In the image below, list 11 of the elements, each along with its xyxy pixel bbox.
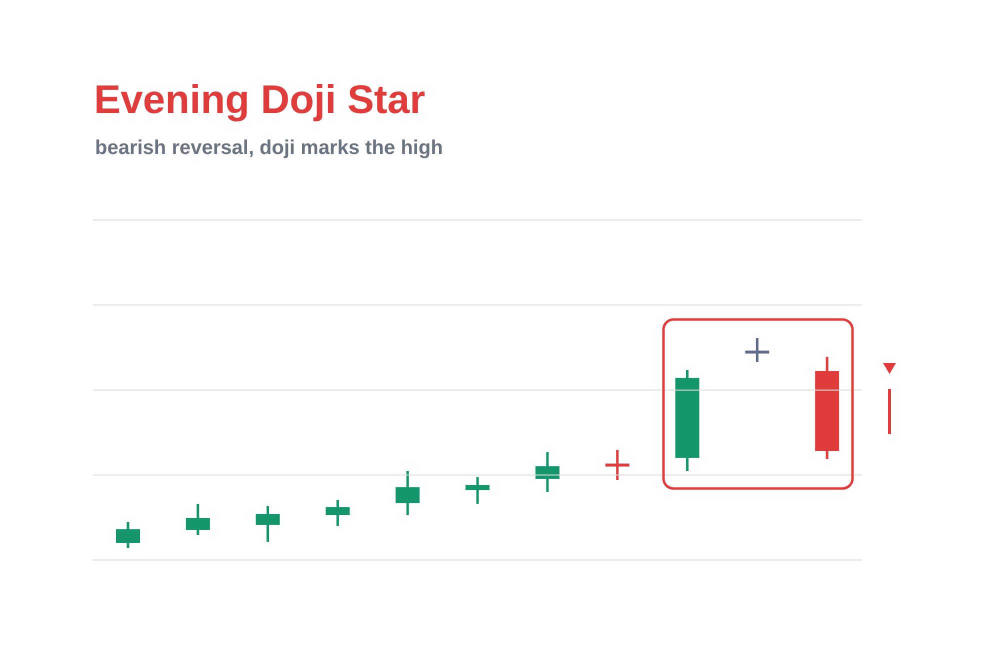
candlestick	[466, 476, 490, 506]
candlestick	[116, 520, 140, 550]
candlestick	[535, 450, 560, 494]
candlestick	[605, 448, 630, 482]
candlestick	[186, 502, 210, 536]
candlestick	[396, 470, 420, 516]
candlestick	[256, 504, 280, 544]
candlestick	[745, 336, 770, 364]
chart-subtitle: bearish reversal, doji marks the high	[95, 137, 443, 160]
candlestick	[326, 498, 350, 528]
chart-title: Evening Doji Star	[94, 78, 426, 123]
